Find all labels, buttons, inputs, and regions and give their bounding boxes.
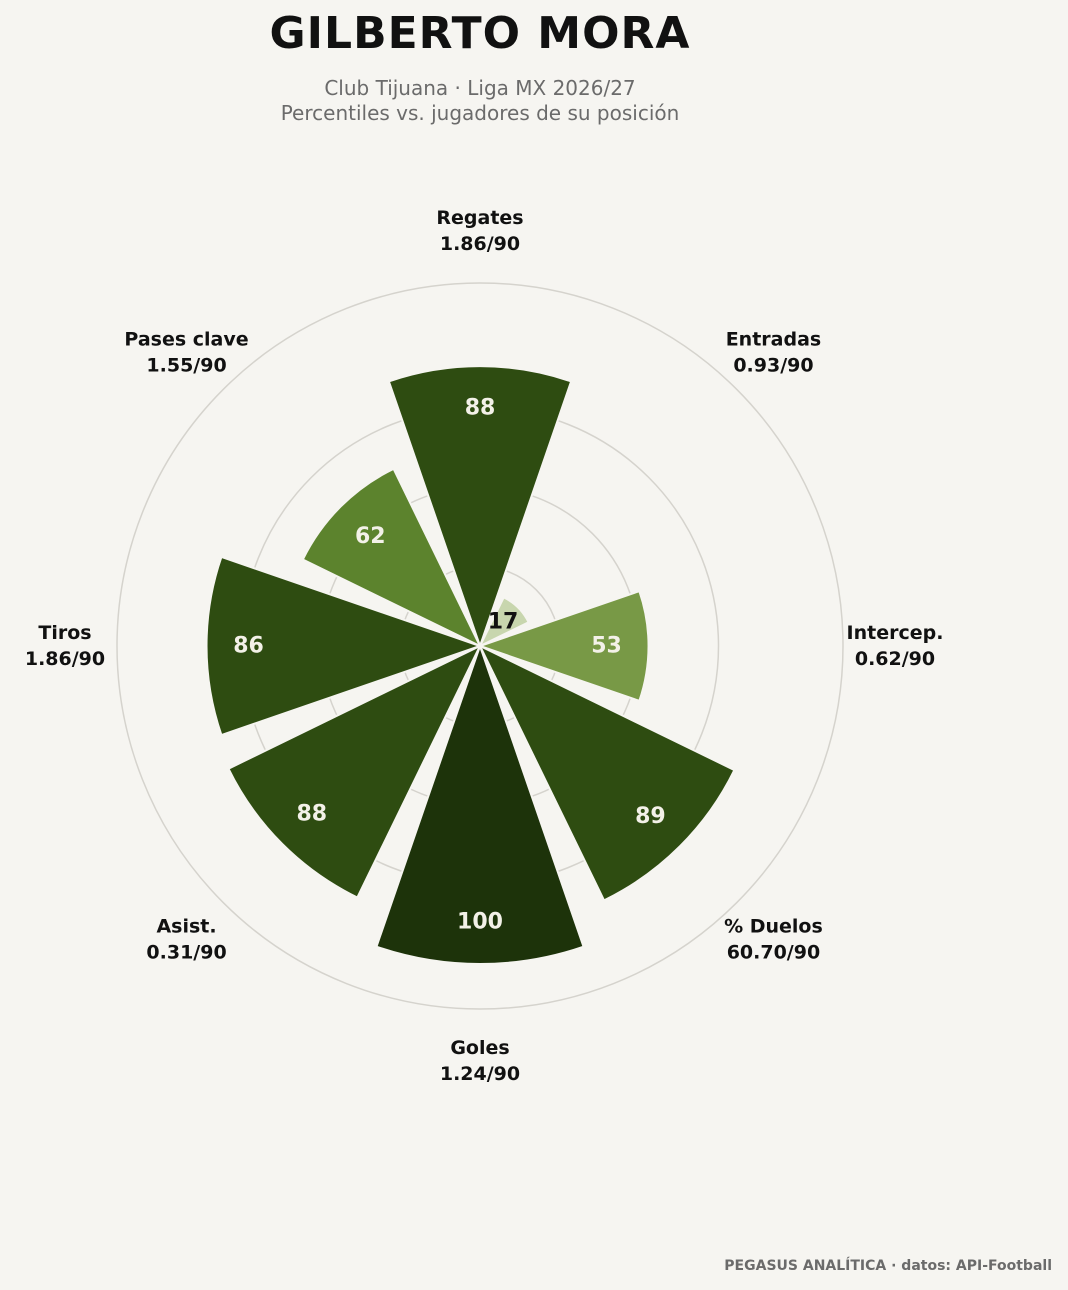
category-name: Entradas <box>726 329 822 351</box>
bar-pases-clave <box>301 467 483 649</box>
category-per90: 0.93/90 <box>733 355 813 377</box>
value-label: 62 <box>355 524 386 549</box>
subtitle-line-1: Club Tijuana · Liga MX 2026/27 <box>324 76 636 100</box>
category-name: Pases clave <box>124 329 248 351</box>
bar-asist- <box>227 643 483 899</box>
category-label: Entradas 0.93/90 <box>726 329 822 377</box>
value-label: 53 <box>591 634 622 659</box>
category-label: Goles 1.24/90 <box>440 1037 520 1085</box>
chart-category-labels: Regates 1.86/90 Entradas 0.93/90 Intercep. 0.… <box>25 207 944 1085</box>
category-per90: 1.86/90 <box>25 648 105 670</box>
bar-entradas <box>477 596 530 649</box>
value-label: 100 <box>457 910 503 935</box>
bar-tiros <box>205 555 484 737</box>
category-name: Intercep. <box>847 622 944 644</box>
bar-regates <box>387 365 573 650</box>
chart-bars <box>205 365 736 965</box>
page-title: GILBERTO MORA <box>269 8 691 59</box>
category-name: Goles <box>450 1037 509 1059</box>
page-subtitle: Club Tijuana · Liga MX 2026/27 Percentil… <box>0 76 960 126</box>
category-label: Regates 1.86/90 <box>436 207 523 255</box>
category-label: Asist. 0.31/90 <box>146 915 226 963</box>
category-name: Tiros <box>38 622 91 644</box>
category-per90: 1.86/90 <box>440 233 520 255</box>
category-per90: 0.31/90 <box>146 941 226 963</box>
grid-ring-outer <box>116 282 844 1010</box>
category-per90: 1.55/90 <box>146 355 226 377</box>
subtitle-line-2: Percentiles vs. jugadores de su posición <box>280 101 680 125</box>
category-name: % Duelos <box>724 915 823 937</box>
bar--duelos <box>477 643 736 902</box>
category-per90: 60.70/90 <box>727 941 820 963</box>
category-label: % Duelos 60.70/90 <box>724 915 823 963</box>
footer-credit: PEGASUS ANALÍTICA · datos: API-Football <box>724 1258 1052 1274</box>
chart-value-labels: 88 17 53 89 100 88 86 62 <box>233 396 666 935</box>
category-per90: 1.24/90 <box>440 1063 520 1085</box>
bar-intercep- <box>476 589 650 703</box>
value-label: 86 <box>233 634 264 659</box>
category-name: Regates <box>436 207 523 229</box>
bar-goles <box>375 642 585 965</box>
category-name: Asist. <box>156 915 216 937</box>
category-label: Intercep. 0.62/90 <box>847 622 944 670</box>
category-label: Tiros 1.86/90 <box>25 622 105 670</box>
value-label: 89 <box>635 804 666 829</box>
value-label: 88 <box>297 802 328 827</box>
value-label: 17 <box>488 610 519 635</box>
value-label: 88 <box>465 396 496 421</box>
category-per90: 0.62/90 <box>855 648 935 670</box>
category-label: Pases clave 1.55/90 <box>124 329 248 377</box>
